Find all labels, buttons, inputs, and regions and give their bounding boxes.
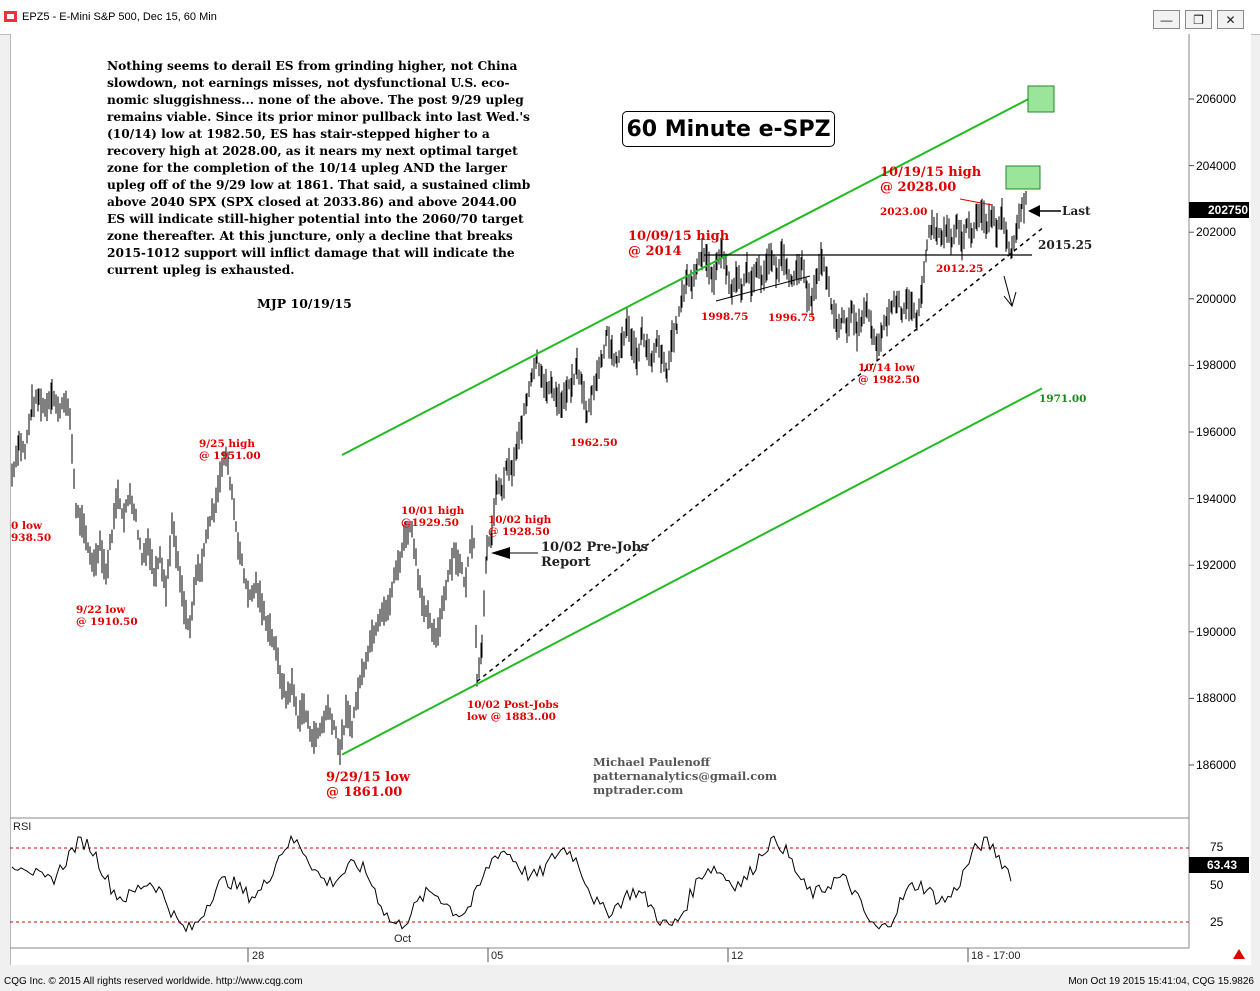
last-price-box — [1189, 202, 1249, 218]
y-tick-194000: 194000 — [1196, 492, 1237, 506]
close-button[interactable]: ✕ — [1217, 10, 1244, 29]
dashed-trend — [476, 227, 1043, 682]
label-1962: 1962.50 — [570, 437, 618, 449]
label-1009-high: 10/09/15 high @ 2014 — [628, 229, 730, 259]
author-credit: Michael Paulenoff patternanalytics@gmail… — [593, 755, 777, 797]
down-arrow — [1003, 275, 1017, 308]
x-tick-18: 18 - 17:00 — [971, 950, 1021, 962]
last-price-label: 202750 — [1208, 203, 1249, 217]
y-tick-188000: 188000 — [1196, 691, 1237, 705]
label-929-low: 9/29/15 low @ 1861.00 — [326, 770, 411, 800]
x-tick-12: 12 — [731, 950, 744, 962]
label-2015: 2015.25 — [1038, 238, 1093, 252]
commentary-text: Nothing seems to derail ES from grinding… — [107, 59, 531, 277]
y-tick-192000: 192000 — [1196, 558, 1237, 572]
cqg-app-icon — [4, 11, 17, 22]
y-tick-186000: 186000 — [1196, 758, 1237, 772]
wedge-upper — [715, 275, 811, 302]
label-1002-prejobs: 10/02 Pre-Jobs Report — [541, 540, 648, 570]
status-bar: CQG Inc. © 2015 All rights reserved worl… — [0, 974, 1260, 991]
x-tick-05: 05 — [491, 950, 504, 962]
label-1002-postjobs: 10/02 Post-Jobs low @ 1883..00 — [467, 699, 559, 723]
y-tick-202000: 202000 — [1196, 225, 1237, 239]
y-tick-200000: 200000 — [1196, 292, 1237, 306]
label-1998: 1998.75 — [701, 311, 749, 323]
label-922-low: 9/22 low @ 1910.50 — [76, 604, 138, 628]
label-1019-high: 10/19/15 high @ 2028.00 — [880, 165, 982, 195]
channel-line — [341, 387, 1043, 756]
minimize-button[interactable]: — — [1153, 10, 1180, 29]
y-tick-190000: 190000 — [1196, 625, 1237, 639]
rsi-line — [11, 834, 1012, 933]
rsi-last-label: 63.43 — [1207, 858, 1238, 872]
title-bar: EPZ5 - E-Mini S&P 500, Dec 15, 60 Min — … — [0, 0, 1260, 35]
rsi-level-75: 75 — [1210, 840, 1224, 854]
y-tick-196000: 196000 — [1196, 425, 1237, 439]
window-title: EPZ5 - E-Mini S&P 500, Dec 15, 60 Min — [22, 11, 217, 23]
label-1971: 1971.00 — [1039, 393, 1087, 405]
target-box-upper — [1027, 85, 1055, 113]
channel-line — [341, 91, 1043, 456]
author-name: Michael Paulenoff — [593, 755, 710, 769]
commentary-signature: MJP 10/19/15 — [257, 296, 352, 311]
rsi-label: RSI — [13, 821, 32, 833]
status-copyright: CQG Inc. © 2015 All rights reserved worl… — [4, 976, 303, 987]
label-1002-high: 10/02 high @ 1928.50 — [488, 514, 552, 538]
y-tick-198000: 198000 — [1196, 358, 1237, 372]
x-tick-oct: Oct — [394, 933, 412, 945]
status-datetime: Mon Oct 19 2015 15:41:04, CQG 15.9826 — [1068, 976, 1254, 987]
y-tick-206000: 206000 — [1196, 92, 1237, 106]
author-site: mptrader.com — [593, 783, 684, 797]
prejobs-arrow-head — [491, 547, 510, 559]
rsi-level-25: 25 — [1210, 915, 1224, 929]
label-1996: 1996.75 — [768, 312, 816, 324]
target-box-lower — [1005, 165, 1041, 190]
author-email: patternanalytics@gmail.com — [593, 769, 778, 783]
rsi-level-50: 50 — [1210, 878, 1224, 892]
label-0-low: 0 low 938.50 — [11, 520, 52, 544]
last-arrow-head — [1028, 205, 1040, 217]
label-2012: 2012.25 — [936, 263, 984, 275]
rsi-last-box — [1189, 857, 1249, 873]
chart-area[interactable] — [10, 34, 1251, 965]
x-tick-28: 28 — [252, 950, 265, 962]
high-pointer — [959, 198, 993, 206]
label-1001-high: 10/01 high @1929.50 — [401, 505, 465, 529]
label-2023: 2023.00 — [880, 206, 928, 218]
label-last: Last — [1062, 204, 1091, 218]
label-1014-low: 10/14 low @ 1982.50 — [858, 362, 920, 386]
restore-button[interactable]: ❐ — [1185, 10, 1212, 29]
label-925-high: 9/25 high @ 1951.00 — [199, 438, 261, 462]
y-tick-204000: 204000 — [1196, 159, 1237, 173]
scroll-up-icon[interactable] — [1233, 949, 1245, 959]
chart-title: 60 Minute e-SPZ — [622, 111, 835, 147]
